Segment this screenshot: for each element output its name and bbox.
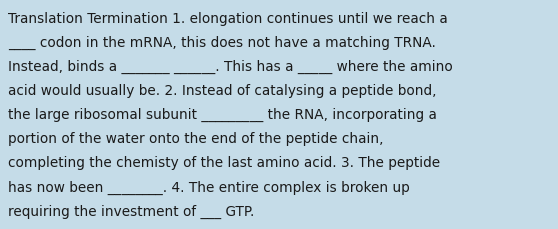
Text: completing the chemisty of the last amino acid. 3. The peptide: completing the chemisty of the last amin… <box>8 156 440 170</box>
Text: has now been ________. 4. The entire complex is broken up: has now been ________. 4. The entire com… <box>8 180 410 194</box>
Text: acid would usually be. 2. Instead of catalysing a peptide bond,: acid would usually be. 2. Instead of cat… <box>8 84 437 98</box>
Text: the large ribosomal subunit _________ the RNA, incorporating a: the large ribosomal subunit _________ th… <box>8 108 437 122</box>
Text: requiring the investment of ___ GTP.: requiring the investment of ___ GTP. <box>8 204 255 218</box>
Text: portion of the water onto the end of the peptide chain,: portion of the water onto the end of the… <box>8 132 384 146</box>
Text: Translation Termination 1. elongation continues until we reach a: Translation Termination 1. elongation co… <box>8 11 448 25</box>
Text: ____ codon in the mRNA, this does not have a matching TRNA.: ____ codon in the mRNA, this does not ha… <box>8 35 436 49</box>
Text: Instead, binds a _______ ______. This has a _____ where the amino: Instead, binds a _______ ______. This ha… <box>8 60 453 74</box>
